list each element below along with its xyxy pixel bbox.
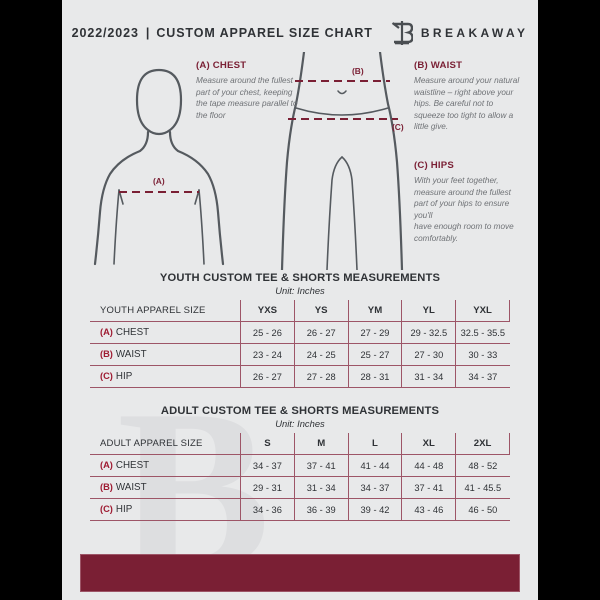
hips-marker-label: (C) bbox=[392, 122, 404, 132]
measurement-figures: (A) (B) (C) (A) CHEST Measure around the… bbox=[62, 52, 538, 270]
row-tag: (B) bbox=[100, 349, 113, 359]
cell-chest-ym: 27 - 29 bbox=[347, 321, 403, 344]
row-label-text: CHEST bbox=[115, 460, 150, 471]
brand-name: BREAKAWAY bbox=[420, 26, 529, 40]
cell-hip-yxl: 34 - 37 bbox=[455, 365, 510, 388]
column-header-ym: YM bbox=[347, 300, 403, 322]
cell-hip-l: 39 - 42 bbox=[347, 498, 403, 521]
row-label-text: WAIST bbox=[115, 482, 147, 493]
cell-chest-2xl: 48 - 52 bbox=[455, 454, 510, 477]
row-label-text: HIP bbox=[115, 504, 133, 515]
row-tag: (A) bbox=[100, 327, 113, 337]
column-header-m: M bbox=[293, 433, 349, 455]
callout-waist-title: (B) WAIST bbox=[414, 60, 463, 71]
row-tag: (A) bbox=[100, 460, 113, 470]
table-row: (A) CHEST 25 - 26 26 - 27 27 - 29 29 - 32.5 32… bbox=[90, 321, 510, 344]
callout-chest-body: Measure around the fullest part of your … bbox=[196, 76, 298, 120]
table-row: (B) WAIST 29 - 31 31 - 34 34 - 37 37 - 41 41 -… bbox=[90, 476, 510, 499]
table-row: (B) WAIST 23 - 24 24 - 25 25 - 27 27 - 30 30 -… bbox=[90, 343, 510, 366]
page-header: 2022/2023 | CUSTOM APPAREL SIZE CHART BR… bbox=[62, 18, 538, 48]
waist-marker-label: (B) bbox=[352, 66, 364, 76]
row-label-waist: (B) WAIST bbox=[90, 476, 241, 499]
youth-table-title: YOUTH CUSTOM TEE & SHORTS MEASUREMENTS bbox=[159, 272, 441, 284]
cell-chest-ys: 26 - 27 bbox=[293, 321, 349, 344]
cell-chest-yxl: 32.5 - 35.5 bbox=[455, 321, 510, 344]
callout-chest-title: (A) CHEST bbox=[196, 60, 247, 71]
table-row: (A) CHEST 34 - 37 37 - 41 41 - 44 44 - 48 48 -… bbox=[90, 454, 510, 477]
cell-chest-yxs: 25 - 26 bbox=[240, 321, 295, 344]
youth-apparel-size-header: YOUTH APPAREL SIZE bbox=[90, 300, 241, 322]
callout-hips-body: With your feet together, measure around … bbox=[414, 176, 514, 243]
cell-chest-m: 37 - 41 bbox=[293, 454, 349, 477]
callout-hips-title: (C) HIPS bbox=[414, 160, 454, 171]
column-header-xl: XL bbox=[401, 433, 457, 455]
cell-hip-yxs: 26 - 27 bbox=[240, 365, 295, 388]
table-header-row: YOUTH APPAREL SIZE YXS YS YM YL YXL bbox=[90, 300, 510, 322]
breakaway-b-monogram-icon bbox=[391, 21, 413, 45]
row-label-chest: (A) CHEST bbox=[90, 321, 241, 344]
row-tag: (C) bbox=[100, 504, 113, 514]
row-label-text: HIP bbox=[115, 371, 133, 382]
cell-waist-yl: 27 - 30 bbox=[401, 343, 457, 366]
cell-waist-xl: 37 - 41 bbox=[401, 476, 457, 499]
row-label-text: CHEST bbox=[115, 327, 150, 338]
cell-chest-yl: 29 - 32.5 bbox=[401, 321, 457, 344]
adult-size-table-block: ADULT CUSTOM TEE & SHORTS MEASUREMENTS U… bbox=[90, 405, 510, 521]
adult-size-table: ADULT APPAREL SIZE S M L XL 2XL (A) CHEST 34 - … bbox=[90, 433, 510, 521]
cell-waist-yxl: 30 - 33 bbox=[455, 343, 510, 366]
column-header-l: L bbox=[347, 433, 403, 455]
chest-marker-label: (A) bbox=[153, 176, 165, 186]
row-label-chest: (A) CHEST bbox=[90, 454, 241, 477]
cell-waist-yxs: 23 - 24 bbox=[240, 343, 295, 366]
row-label-hip: (C) HIP bbox=[90, 498, 241, 521]
callout-hips: (C) HIPS With your feet together, measur… bbox=[414, 160, 524, 245]
callout-chest: (A) CHEST Measure around the fullest par… bbox=[196, 60, 306, 121]
adult-table-title: ADULT CUSTOM TEE & SHORTS MEASUREMENTS bbox=[160, 405, 440, 417]
column-header-yl: YL bbox=[401, 300, 457, 322]
cell-hip-2xl: 46 - 50 bbox=[455, 498, 510, 521]
cell-hip-ym: 28 - 31 bbox=[347, 365, 403, 388]
column-header-s: S bbox=[240, 433, 295, 455]
cell-waist-l: 34 - 37 bbox=[347, 476, 403, 499]
adult-table-unit: Unit: Inches bbox=[275, 418, 325, 429]
cell-hip-ys: 27 - 28 bbox=[293, 365, 349, 388]
row-tag: (B) bbox=[100, 482, 113, 492]
row-label-text: WAIST bbox=[115, 349, 147, 360]
cell-waist-s: 29 - 31 bbox=[240, 476, 295, 499]
header-separator: | bbox=[145, 26, 150, 40]
table-row: (C) HIP 34 - 36 36 - 39 39 - 42 43 - 46 46 - 5… bbox=[90, 498, 510, 521]
callout-waist-body: Measure around your natural waistline – … bbox=[414, 76, 520, 132]
header-season: 2022/2023 bbox=[71, 26, 139, 40]
cell-hip-m: 36 - 39 bbox=[293, 498, 349, 521]
footer-bar bbox=[80, 554, 520, 592]
cell-chest-l: 41 - 44 bbox=[347, 454, 403, 477]
youth-size-table-block: YOUTH CUSTOM TEE & SHORTS MEASUREMENTS U… bbox=[90, 272, 510, 388]
youth-table-unit: Unit: Inches bbox=[275, 285, 325, 296]
adult-apparel-size-header: ADULT APPAREL SIZE bbox=[90, 433, 241, 455]
row-label-hip: (C) HIP bbox=[90, 365, 241, 388]
row-label-waist: (B) WAIST bbox=[90, 343, 241, 366]
cell-hip-xl: 43 - 46 bbox=[401, 498, 457, 521]
row-tag: (C) bbox=[100, 371, 113, 381]
table-header-row: ADULT APPAREL SIZE S M L XL 2XL bbox=[90, 433, 510, 455]
callout-waist: (B) WAIST Measure around your natural wa… bbox=[414, 60, 522, 133]
lower-body-figure bbox=[280, 52, 404, 270]
column-header-yxl: YXL bbox=[455, 300, 510, 322]
brand-logo: BREAKAWAY bbox=[391, 20, 529, 46]
cell-hip-yl: 31 - 34 bbox=[401, 365, 457, 388]
cell-waist-2xl: 41 - 45.5 bbox=[455, 476, 510, 499]
cell-waist-ym: 25 - 27 bbox=[347, 343, 403, 366]
cell-chest-s: 34 - 37 bbox=[240, 454, 295, 477]
column-header-2xl: 2XL bbox=[455, 433, 510, 455]
column-header-yxs: YXS bbox=[240, 300, 295, 322]
youth-size-table: YOUTH APPAREL SIZE YXS YS YM YL YXL (A) CHEST 2… bbox=[90, 300, 510, 388]
cell-waist-m: 31 - 34 bbox=[293, 476, 349, 499]
cell-waist-ys: 24 - 25 bbox=[293, 343, 349, 366]
size-chart-page: B 2022/2023 | CUSTOM APPAREL SIZE CHART … bbox=[62, 0, 538, 600]
cell-hip-s: 34 - 36 bbox=[240, 498, 295, 521]
table-row: (C) HIP 26 - 27 27 - 28 28 - 31 31 - 34 34 - 3… bbox=[90, 365, 510, 388]
page-title: CUSTOM APPAREL SIZE CHART bbox=[156, 26, 373, 40]
column-header-ys: YS bbox=[293, 300, 349, 322]
cell-chest-xl: 44 - 48 bbox=[401, 454, 457, 477]
